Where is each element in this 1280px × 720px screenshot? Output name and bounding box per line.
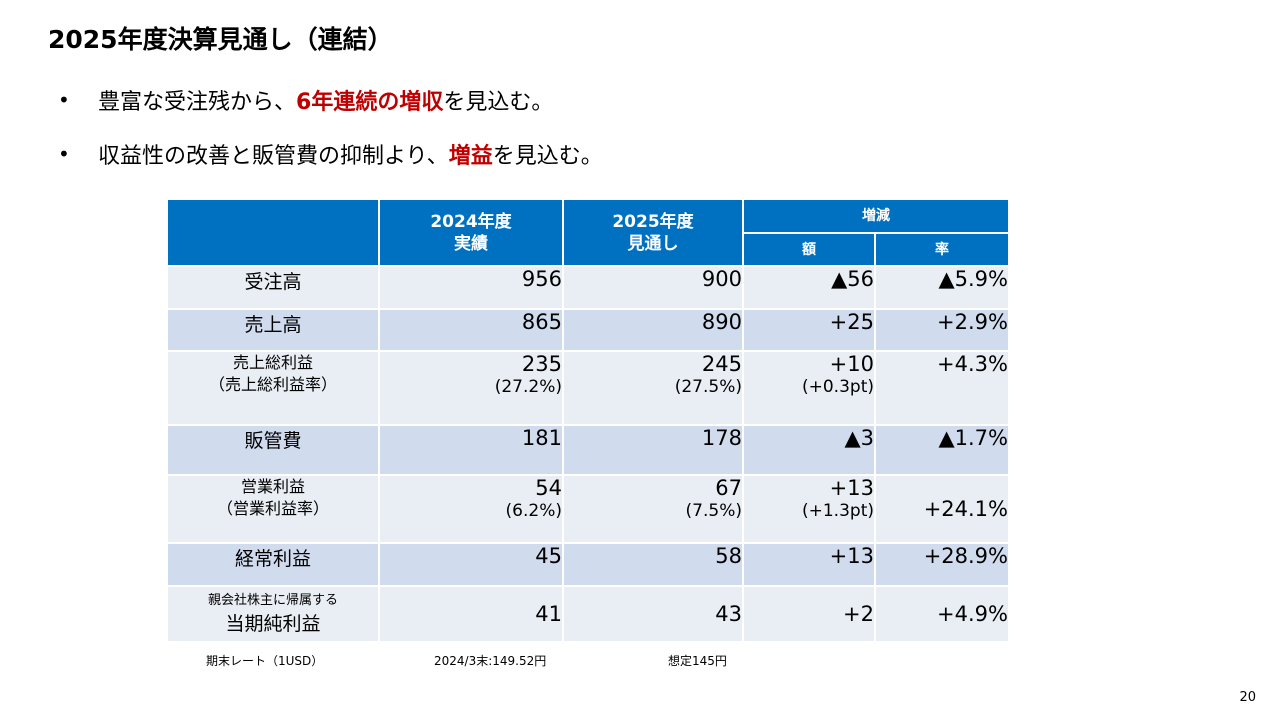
value-diff-cell: +10 (+0.3pt) <box>742 350 876 426</box>
table-row-gross-profit: 売上総利益 （売上総利益率） 235 (27.2%) 245 (27.5%) +… <box>166 350 1010 426</box>
header-change: 増減 <box>742 198 1010 234</box>
value-fy2024: 956 <box>378 265 564 310</box>
footnote-fy2024-rate: 2024/3末:149.52円 <box>434 654 547 668</box>
bullet-text-pre: 収益性の改善と販管費の抑制より、 <box>98 144 449 169</box>
table-row-orders: 受注高 956 900 ▲56 ▲5.9% <box>166 265 1010 310</box>
row-label: 受注高 <box>166 265 380 310</box>
bullet-highlight: 増益 <box>448 144 493 169</box>
value-diff: +13 <box>829 476 874 500</box>
row-label: 当期純利益 <box>225 613 321 635</box>
bullet-item: • 豊富な受注残から、 6年連続の増収 を見込む。 <box>58 82 603 118</box>
row-label-top: 親会社株主に帰属する <box>207 593 338 608</box>
value-fy2025-cell: 67 (7.5%) <box>562 474 744 544</box>
table-row-operating-profit: 営業利益 （営業利益率） 54 (6.2%) 67 (7.5%) +13 (+1… <box>166 474 1010 544</box>
value-rate: +28.9% <box>874 542 1010 587</box>
footnote-fy2025-rate: 想定145円 <box>668 654 727 668</box>
table-row-sales: 売上高 865 890 +25 +2.9% <box>166 308 1010 352</box>
value-rate: ▲1.7% <box>874 424 1010 476</box>
value-diff-pt: (+1.3pt) <box>801 501 874 521</box>
bullet-text-pre: 豊富な受注残から、 <box>98 90 297 115</box>
header-fy2024-type: 実績 <box>454 233 488 254</box>
bullet-item: • 収益性の改善と販管費の抑制より、 増益 を見込む。 <box>58 136 603 172</box>
value-fy2025-ratio: (27.5%) <box>674 377 742 397</box>
value-rate: +4.9% <box>874 585 1010 643</box>
bullet-text-post: を見込む。 <box>492 144 603 169</box>
header-fy2025: 2025年度 見通し <box>562 198 744 267</box>
value-fy2025: 900 <box>562 265 744 310</box>
value-diff: ▲3 <box>742 424 876 476</box>
value-rate: +2.9% <box>874 308 1010 352</box>
bullet-highlight: 6年連続の増収 <box>296 90 444 115</box>
header-fy2024-year: 2024年度 <box>430 211 512 232</box>
value-fy2024-ratio: (27.2%) <box>494 377 562 397</box>
value-fy2024-cell: 54 (6.2%) <box>378 474 564 544</box>
header-fy2025-type: 見通し <box>627 233 679 254</box>
value-fy2025: 67 <box>715 476 742 500</box>
value-fy2025: 178 <box>562 424 744 476</box>
value-diff-pt: (+0.3pt) <box>801 377 874 397</box>
value-rate: +4.3% <box>874 350 1010 426</box>
value-fy2024: 865 <box>378 308 564 352</box>
page-number: 20 <box>1239 690 1256 705</box>
header-fy2025-year: 2025年度 <box>612 211 694 232</box>
row-label-cell: 営業利益 （営業利益率） <box>166 474 380 544</box>
row-label-sub: （営業利益率） <box>216 499 329 518</box>
header-fy2024: 2024年度 実績 <box>378 198 564 267</box>
value-fy2025: 890 <box>562 308 744 352</box>
value-fy2024: 41 <box>378 585 564 643</box>
row-label-cell: 売上総利益 （売上総利益率） <box>166 350 380 426</box>
value-fy2024-ratio: (6.2%) <box>505 501 562 521</box>
value-diff: +13 <box>742 542 876 587</box>
value-fy2025: 43 <box>562 585 744 643</box>
value-rate: +24.1% <box>874 474 1010 544</box>
bullet-dot-icon: • <box>58 88 70 112</box>
row-label: 販管費 <box>166 424 380 476</box>
row-label: 経常利益 <box>166 542 380 587</box>
header-amount: 額 <box>742 232 876 267</box>
table-row-sga: 販管費 181 178 ▲3 ▲1.7% <box>166 424 1010 476</box>
value-rate: ▲5.9% <box>874 265 1010 310</box>
row-label-sub: （売上総利益率） <box>208 375 337 394</box>
row-label: 売上総利益 <box>232 353 313 372</box>
page-title: 2025年度決算見通し（連結） <box>48 25 393 54</box>
value-diff: +25 <box>742 308 876 352</box>
value-fy2024-cell: 235 (27.2%) <box>378 350 564 426</box>
value-fy2025-ratio: (7.5%) <box>685 501 742 521</box>
value-fy2024: 45 <box>378 542 564 587</box>
value-fy2024: 54 <box>535 476 562 500</box>
financial-forecast-table: 2024年度 実績 2025年度 見通し 増減 額 率 受注高 956 900 … <box>166 198 1010 643</box>
value-fy2024: 181 <box>378 424 564 476</box>
value-fy2025-cell: 245 (27.5%) <box>562 350 744 426</box>
row-label-cell: 親会社株主に帰属する 当期純利益 <box>166 585 380 643</box>
table-row-net-income: 親会社株主に帰属する 当期純利益 41 43 +2 +4.9% <box>166 585 1010 643</box>
bullet-dot-icon: • <box>58 142 70 166</box>
header-rate: 率 <box>874 232 1010 267</box>
row-label: 営業利益 <box>240 477 305 496</box>
footnote-exchange-label: 期末レート（1USD） <box>206 654 324 668</box>
summary-bullets: • 豊富な受注残から、 6年連続の増収 を見込む。 • 収益性の改善と販管費の抑制よ… <box>58 82 603 190</box>
value-fy2025: 58 <box>562 542 744 587</box>
value-diff: ▲56 <box>742 265 876 310</box>
value-fy2024: 235 <box>521 352 562 376</box>
value-diff: +2 <box>742 585 876 643</box>
bullet-text-post: を見込む。 <box>443 90 554 115</box>
value-diff-cell: +13 (+1.3pt) <box>742 474 876 544</box>
value-fy2025: 245 <box>701 352 742 376</box>
table-row-ordinary-profit: 経常利益 45 58 +13 +28.9% <box>166 542 1010 587</box>
row-label: 売上高 <box>166 308 380 352</box>
header-blank <box>166 198 380 267</box>
value-diff: +10 <box>829 352 874 376</box>
